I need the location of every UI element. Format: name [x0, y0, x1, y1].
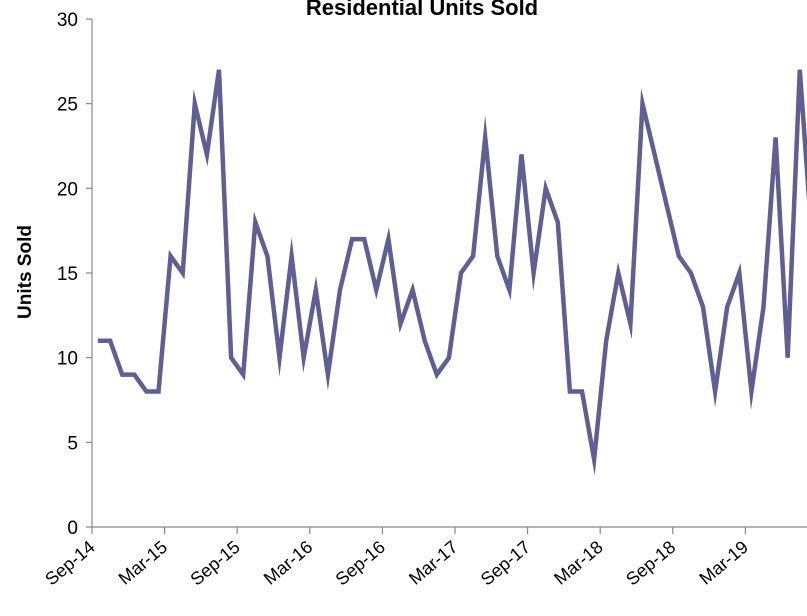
data-point	[581, 391, 583, 392]
data-point	[678, 255, 680, 257]
data-point	[363, 238, 365, 240]
data-point	[617, 272, 619, 274]
data-point	[254, 221, 256, 223]
data-point	[775, 137, 777, 138]
x-tick-label: Sep-15	[186, 537, 243, 590]
data-point	[557, 221, 559, 223]
data-point	[496, 255, 498, 257]
series-group	[97, 69, 807, 476]
data-point	[702, 306, 704, 308]
data-point	[424, 340, 426, 342]
data-point	[545, 187, 547, 189]
chart-title: Residential Units Sold	[306, 0, 538, 20]
data-point	[605, 340, 607, 342]
data-point	[327, 374, 329, 376]
y-tick-label: 30	[57, 10, 78, 31]
data-point	[521, 154, 522, 155]
data-point	[133, 374, 135, 376]
data-point	[242, 374, 244, 376]
x-tick-label: Sep-18	[622, 537, 679, 590]
data-point	[206, 154, 208, 155]
data-point	[182, 272, 184, 274]
data-point	[666, 204, 668, 206]
data-point	[400, 323, 401, 325]
data-point	[266, 255, 268, 257]
x-tick-label: Sep-16	[332, 537, 389, 590]
y-tick-label: 20	[57, 179, 78, 200]
data-point	[569, 391, 571, 392]
data-point	[726, 306, 728, 308]
data-point	[750, 391, 752, 392]
data-point	[654, 154, 656, 155]
y-tick-label: 10	[57, 349, 78, 370]
data-point	[484, 137, 486, 138]
data-point	[412, 289, 414, 291]
data-point	[158, 391, 159, 392]
data-point	[170, 255, 172, 257]
x-tick-label: Mar-15	[115, 537, 172, 589]
data-point	[738, 272, 740, 274]
data-point	[375, 289, 377, 291]
y-tick-label: 15	[57, 264, 78, 285]
data-point	[690, 272, 692, 274]
data-point	[218, 69, 220, 71]
data-point	[97, 340, 99, 342]
data-point	[145, 391, 147, 392]
y-tick-label: 25	[57, 95, 78, 116]
data-point	[799, 69, 801, 71]
data-point	[642, 103, 643, 105]
data-point	[533, 272, 535, 274]
data-point	[194, 103, 196, 105]
data-point	[121, 374, 123, 376]
y-tick-label: 0	[67, 518, 78, 539]
data-point	[436, 374, 438, 376]
data-point	[387, 238, 389, 240]
x-tick-label: Mar-16	[260, 537, 317, 589]
data-point	[448, 357, 450, 359]
data-point	[279, 357, 280, 359]
y-axis-label: Units Sold	[15, 225, 36, 319]
data-point	[109, 340, 111, 342]
data-point	[315, 289, 317, 291]
data-point	[339, 289, 341, 291]
data-point	[593, 458, 595, 460]
x-axis-ticks: Sep-14 Mar-15 Sep-15 Mar-16 Sep-16 Mar-17 Sep-…	[41, 527, 752, 589]
x-tick-label: Sep-17	[477, 537, 534, 590]
data-point	[472, 255, 474, 257]
y-tick-label: 5	[67, 433, 78, 454]
data-point	[303, 357, 305, 359]
data-point	[787, 357, 789, 359]
data-point	[460, 272, 462, 274]
x-tick-label: Mar-19	[695, 537, 752, 589]
data-point	[629, 323, 631, 325]
x-tick-label: Mar-17	[405, 537, 462, 589]
y-axis-ticks: 0 5 10 15 20 25 30	[57, 10, 92, 539]
data-point	[714, 391, 716, 392]
data-point	[230, 357, 232, 359]
x-tick-label: Sep-14	[41, 537, 98, 590]
data-point	[763, 306, 764, 308]
data-point	[508, 289, 510, 291]
x-tick-label: Mar-18	[550, 537, 607, 589]
series-line	[98, 69, 807, 476]
data-point	[291, 255, 293, 257]
data-point	[351, 238, 353, 240]
